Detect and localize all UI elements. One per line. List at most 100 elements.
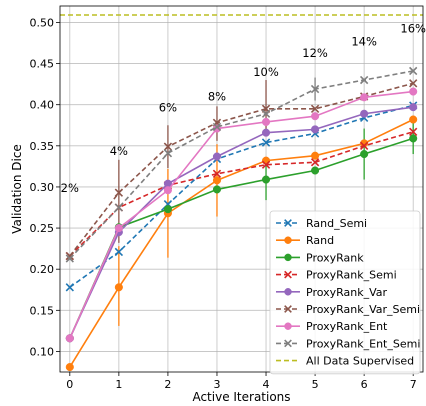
y-tick-label: 0.45 <box>30 58 55 71</box>
y-tick-label: 0.40 <box>30 99 55 112</box>
data-point <box>311 112 320 121</box>
marker-stroke <box>212 169 222 178</box>
marker-stroke <box>284 270 292 279</box>
series-line <box>69 131 414 257</box>
legend-entry: ProxyRank_Ent_Semi <box>276 337 420 350</box>
marker-stroke <box>310 84 320 94</box>
legend-entry: Rand_Semi <box>276 217 367 230</box>
data-point <box>212 169 222 178</box>
marker-stroke <box>284 219 292 227</box>
data-point <box>212 176 222 185</box>
data-point <box>359 141 369 150</box>
legend-label: ProxyRank_Semi <box>306 269 397 282</box>
marker-stroke <box>409 127 418 137</box>
plot-frame <box>59 5 424 373</box>
data-point <box>359 75 369 85</box>
data-point <box>409 103 418 112</box>
series-line <box>69 118 414 368</box>
marker-stroke <box>284 339 292 348</box>
marker-stroke <box>409 66 418 76</box>
x-tick-label: 3 <box>213 378 220 391</box>
data-point <box>65 334 74 343</box>
annotation-label: 16% <box>400 21 426 35</box>
data-point <box>311 166 320 175</box>
data-point <box>409 134 418 143</box>
annotations: 2% 4% 6% 8% 10% 12% 14% 16% <box>61 21 426 195</box>
data-point <box>284 288 292 296</box>
data-point <box>360 139 369 148</box>
data-point <box>409 66 418 76</box>
legend-label: ProxyRank_Ent <box>306 320 388 333</box>
annotation-label: 10% <box>253 65 279 79</box>
data-point <box>163 186 172 195</box>
series-proxyrank-ent <box>65 87 418 343</box>
x-axis-label: Active Iterations <box>192 390 290 404</box>
data-point <box>212 185 222 194</box>
marker-stroke <box>114 188 124 197</box>
data-point <box>311 151 320 160</box>
series-proxyrank-ent-semi <box>65 66 418 263</box>
data-point <box>284 270 292 279</box>
data-point <box>409 127 418 137</box>
marker-stroke <box>212 122 222 132</box>
y-tick-label: 0.30 <box>30 181 55 194</box>
legend-label: All Data Supervised <box>306 355 414 368</box>
annotation-label: 12% <box>302 46 328 60</box>
data-point <box>114 203 124 212</box>
data-point <box>310 104 320 113</box>
legend-label: ProxyRank <box>306 251 364 264</box>
data-point <box>163 142 173 151</box>
data-point <box>284 339 292 348</box>
series-proxyrank-var-semi <box>65 79 418 261</box>
legend-entry: ProxyRank_Var <box>276 286 388 299</box>
marker-stroke <box>310 158 320 167</box>
series-line <box>69 70 414 260</box>
y-tick-label: 0.25 <box>30 222 55 235</box>
data-point <box>261 117 271 127</box>
legend: Rand_Semi Rand ProxyRank ProxyRank_Semi Prox… <box>269 210 421 375</box>
data-point <box>261 160 271 169</box>
data-point <box>261 175 271 184</box>
data-point <box>163 149 173 158</box>
data-point <box>261 128 271 137</box>
annotation-label: 4% <box>110 144 128 158</box>
data-point <box>212 152 222 161</box>
data-point <box>65 251 74 261</box>
data-point <box>284 305 292 313</box>
data-point <box>114 188 124 197</box>
legend-entry: All Data Supervised <box>276 355 414 368</box>
data-point <box>261 138 271 147</box>
data-point <box>360 149 369 159</box>
annotation-label: 2% <box>61 181 79 195</box>
x-tick-label: 5 <box>312 378 319 391</box>
marker-stroke <box>261 138 271 147</box>
x-tick-label: 4 <box>263 378 270 391</box>
y-tick-label: 0.50 <box>30 16 55 29</box>
y-tick-label: 0.15 <box>30 304 55 317</box>
series-line <box>69 106 414 339</box>
annotation-label: 14% <box>351 34 377 48</box>
marker-stroke <box>65 254 74 263</box>
data-point <box>409 79 418 88</box>
legend-entry: ProxyRank_Semi <box>276 269 397 282</box>
legend-box <box>269 210 421 375</box>
data-point <box>360 93 369 102</box>
marker-stroke <box>114 203 124 212</box>
data-point <box>65 363 74 372</box>
marker-stroke <box>163 149 173 158</box>
data-point <box>409 115 418 124</box>
data-point <box>261 156 271 165</box>
series-line <box>69 90 414 339</box>
x-tick-label: 0 <box>66 378 73 391</box>
marker-stroke <box>409 79 418 88</box>
data-point <box>284 219 292 227</box>
data-point <box>311 125 320 134</box>
x-tick-label: 6 <box>361 378 368 391</box>
marker-stroke <box>359 141 369 150</box>
y-tick-label: 0.35 <box>30 140 55 153</box>
data-point <box>114 283 123 292</box>
legend-entry: ProxyRank <box>276 251 364 264</box>
series-line <box>69 82 414 257</box>
series-lines <box>60 14 423 372</box>
marker-stroke <box>310 104 320 113</box>
